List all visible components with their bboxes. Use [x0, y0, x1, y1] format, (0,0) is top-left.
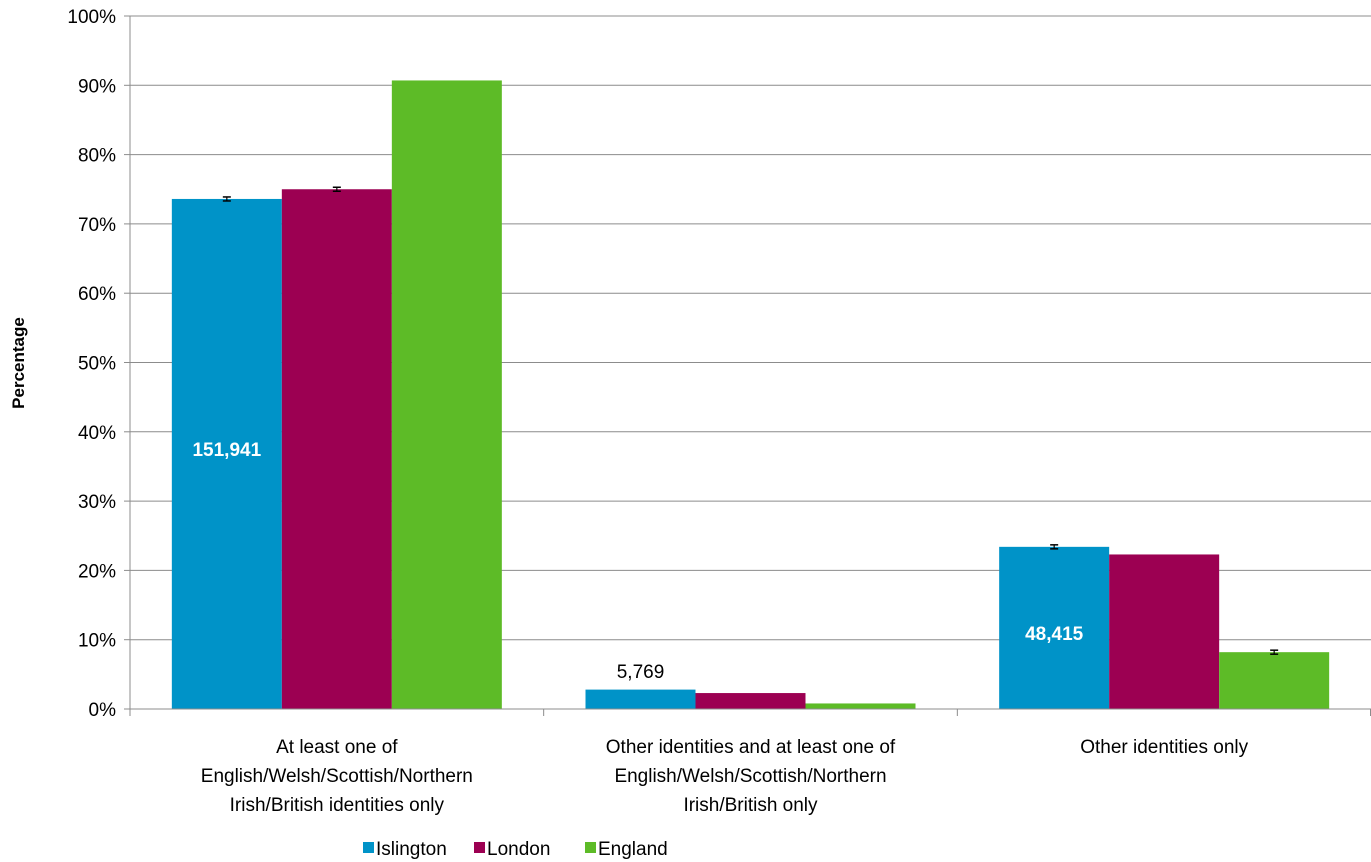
x-tick-label: At least one of — [276, 737, 398, 758]
error-bars — [222, 186, 1279, 655]
bar-london — [281, 189, 392, 709]
legend-swatch-islington — [363, 842, 374, 853]
y-tick-label: 90% — [78, 76, 116, 97]
legend-label-england: England — [598, 839, 668, 860]
x-tick-label: English/Welsh/Scottish/Northern — [614, 766, 886, 787]
legend-label-london: London — [487, 839, 550, 860]
x-tick-label: Other identities and at least one of — [606, 737, 896, 758]
legend-swatch-london — [474, 842, 485, 853]
y-tick-label: 60% — [78, 284, 116, 305]
y-tick-label: 0% — [89, 700, 117, 721]
bar-england — [391, 80, 502, 710]
y-tick-label: 80% — [78, 146, 116, 167]
bar-england — [805, 703, 916, 709]
data-label: 151,941 — [192, 440, 261, 461]
y-tick-label: 20% — [78, 561, 116, 582]
bars — [171, 80, 1330, 710]
legend: Islington London England — [363, 839, 668, 860]
bar-islington — [585, 689, 696, 709]
data-label: 48,415 — [1025, 624, 1084, 645]
y-axis-title: Percentage — [9, 317, 28, 409]
legend-label-islington: Islington — [376, 839, 447, 860]
y-tick-label: 100% — [67, 7, 116, 28]
y-tick-label: 30% — [78, 492, 116, 513]
bar-london — [695, 693, 806, 709]
bar-islington — [171, 198, 282, 709]
x-tick-label: Irish/British identities only — [230, 795, 445, 816]
bar-london — [1109, 554, 1220, 709]
bar-islington — [999, 546, 1110, 709]
data-labels: 151,941 5,769 48,415 — [192, 440, 1083, 683]
y-tick-label: 40% — [78, 423, 116, 444]
y-tick-label: 50% — [78, 354, 116, 375]
y-tick-label: 70% — [78, 215, 116, 236]
data-label: 5,769 — [617, 662, 665, 683]
x-tick-label: Other identities only — [1080, 737, 1248, 758]
x-axis-category-labels: At least one of English/Welsh/Scottish/No… — [201, 737, 1249, 816]
bar-england — [1219, 652, 1330, 709]
x-tick-label: Irish/British only — [683, 795, 818, 816]
y-axis-tick-labels: 0% 10% 20% 30% 40% 50% 60% 70% 80% 90% 100% — [67, 7, 116, 721]
legend-swatch-england — [585, 842, 596, 853]
y-tick-label: 10% — [78, 631, 116, 652]
x-tick-label: English/Welsh/Scottish/Northern — [201, 766, 473, 787]
